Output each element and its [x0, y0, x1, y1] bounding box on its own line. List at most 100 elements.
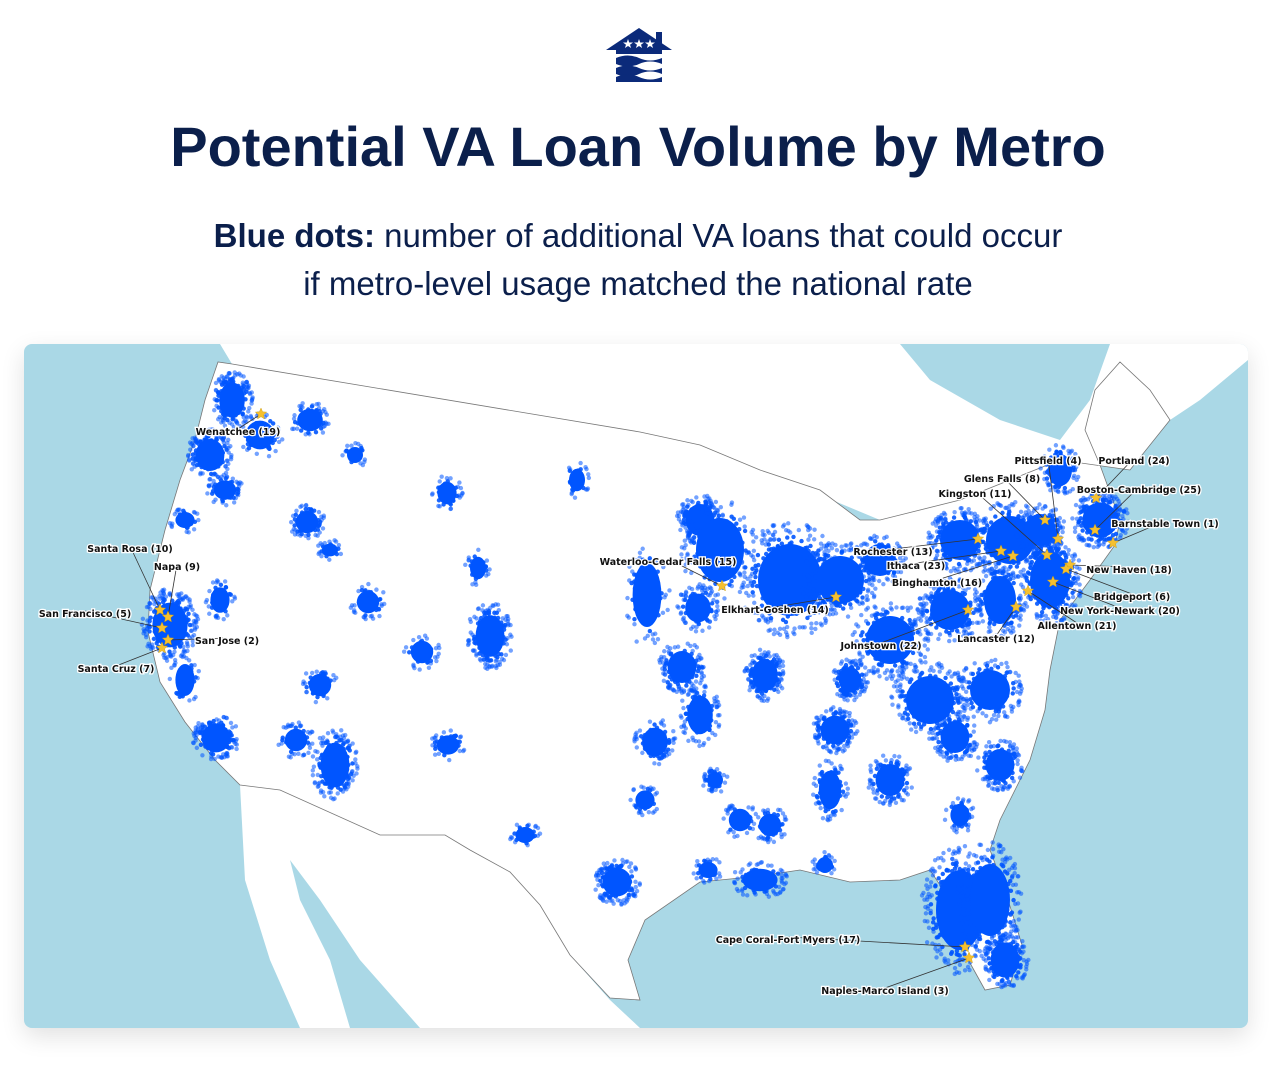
metro-marker: Portland (24): [1089, 455, 1171, 504]
dot-cluster: [831, 657, 871, 703]
dot-cluster: [203, 578, 238, 622]
metro-label: Barnstable Town (1): [1111, 519, 1218, 530]
house-stars-logo: [604, 26, 674, 84]
leader-line: [84, 610, 163, 629]
page-title: Potential VA Loan Volume by Metro: [170, 115, 1106, 178]
metro-marker: Santa Cruz (7): [76, 641, 169, 676]
metro-marker: Boston-Cambridge (25): [1076, 484, 1202, 536]
dot-cluster: [691, 857, 723, 885]
star-icon: [1089, 491, 1103, 504]
subtitle-line2: if metro-level usage matched the nationa…: [303, 265, 973, 302]
dot-cluster: [955, 840, 1024, 959]
dot-cluster: [401, 633, 442, 672]
leader-line: [1001, 475, 1046, 521]
star-icon: [715, 579, 729, 592]
leader-line: [129, 545, 161, 611]
leader-line: [892, 538, 979, 550]
dot-cluster: [675, 584, 721, 634]
dot-cluster: [167, 507, 201, 535]
metro-marker: Bridgeport (6): [1059, 562, 1171, 604]
metro-label: Boston-Cambridge (25): [1077, 485, 1201, 496]
metro-label: Elkhart-Goshen (14): [721, 605, 829, 616]
dot-cluster: [508, 822, 543, 848]
leader-line: [1095, 457, 1135, 499]
star-icon: [994, 544, 1008, 557]
leader-line: [1112, 520, 1166, 544]
dot-cluster: [465, 602, 514, 671]
dot-cluster: [628, 784, 660, 818]
star-icon: [1088, 523, 1102, 536]
star-icon: [1051, 532, 1065, 545]
metro-marker: Wenatchee (19): [194, 407, 282, 439]
dot-cluster: [975, 738, 1025, 793]
dot-cluster: [190, 714, 239, 762]
leader-line: [1052, 581, 1121, 609]
dot-cluster: [212, 370, 255, 430]
leader-line: [115, 647, 163, 667]
metro-marker: Santa Rosa (10): [86, 543, 174, 616]
dot-cluster: [239, 411, 285, 459]
metro-label: Waterloo-Cedar Falls (15): [600, 557, 737, 568]
metro-marker: Cape Coral-Fort Myers (17): [714, 934, 972, 953]
leader-line: [1069, 564, 1130, 568]
metro-label: Glens Falls (8): [964, 474, 1040, 485]
metro-label: Santa Cruz (7): [78, 664, 155, 675]
metro-marker: Lancaster (12): [956, 600, 1036, 646]
us-map: Wenatchee (19) Santa Rosa (10) Napa (9) San…: [24, 344, 1248, 1028]
leader-line: [1047, 457, 1059, 540]
dot-cluster: [800, 541, 880, 619]
star-icon: [1106, 536, 1120, 549]
metro-marker: Kingston (11): [937, 488, 1054, 561]
dot-cluster: [625, 546, 672, 646]
metro-label: Naples-Marco Island (3): [821, 986, 949, 997]
dot-cluster: [678, 683, 722, 749]
metro-marker: Johnstown (22): [838, 603, 975, 653]
metro-label: Allentown (21): [1038, 621, 1117, 632]
leader-line: [167, 637, 228, 641]
dot-cluster: [742, 647, 786, 704]
dot-cluster: [701, 766, 730, 794]
star-icon: [161, 610, 175, 623]
dot-cluster: [430, 728, 467, 763]
leader-line: [880, 609, 969, 644]
dot-cluster: [810, 850, 837, 876]
metro-label: Johnstown (22): [839, 641, 921, 652]
star-icon: [161, 633, 175, 646]
dot-cluster: [566, 460, 592, 500]
dot-cluster: [811, 758, 850, 823]
leader-line: [915, 550, 1002, 564]
leader-line: [774, 596, 837, 608]
metro-label: Cape Coral-Fort Myers (17): [716, 935, 861, 946]
metro-label: New Haven (18): [1086, 565, 1171, 576]
metro-marker: San Jose (2): [161, 633, 260, 648]
metro-label: Lancaster (12): [957, 634, 1035, 645]
leader-line: [1094, 486, 1140, 531]
star-icon: [971, 532, 985, 545]
metro-label: San Francisco (5): [39, 609, 131, 620]
dot-cluster: [632, 718, 678, 767]
dot-cluster: [750, 807, 789, 845]
dot-cluster: [1038, 443, 1081, 496]
dot-cluster: [429, 474, 465, 512]
leader-line: [936, 555, 1014, 581]
dot-cluster: [942, 796, 976, 835]
dot-cluster: [679, 500, 759, 601]
subtitle-line1: number of additional VA loans that could…: [375, 217, 1063, 254]
star-icon: [1059, 562, 1073, 575]
star-icon: [962, 951, 976, 964]
metro-marker: Elkhart-Goshen (14): [720, 590, 843, 617]
dot-cluster: [348, 581, 387, 622]
dot-cluster: [721, 803, 758, 839]
mexico-land: [240, 785, 640, 1028]
star-icon: [1006, 549, 1020, 562]
metro-label: Bridgeport (6): [1094, 592, 1170, 603]
dot-cluster: [463, 547, 492, 588]
star-icon: [153, 603, 167, 616]
leader-line: [974, 490, 1048, 556]
metro-marker: Ithaca (23): [885, 544, 1008, 573]
star-icon: [1038, 513, 1052, 526]
metro-marker: San Francisco (5): [38, 608, 169, 634]
star-icon: [254, 407, 268, 420]
dot-cluster: [205, 472, 244, 508]
metro-marker: Allentown (21): [1021, 584, 1118, 633]
